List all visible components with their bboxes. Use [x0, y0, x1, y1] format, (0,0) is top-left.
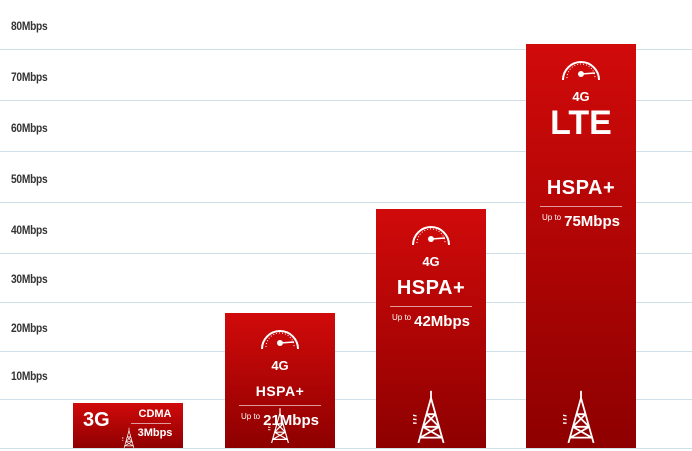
gridline [0, 202, 692, 203]
y-tick-label: 70Mbps [11, 70, 48, 84]
y-tick-label: 10Mbps [11, 369, 48, 383]
up-to-label: Up to [392, 312, 412, 322]
divider [540, 205, 622, 207]
bar-cdma-3: 3G CDMA 3Mbps [73, 403, 183, 448]
gridline [0, 351, 692, 352]
technology-label: HSPA+ [396, 276, 466, 299]
cell-tower-icon [254, 407, 292, 448]
bar-lte-75: 4G LTE HSPA+ Up to 75Mbps [526, 43, 636, 448]
generation-label: 4G [572, 88, 590, 104]
gridline [0, 151, 692, 152]
divider [390, 305, 472, 307]
up-to-label: Up to [542, 212, 562, 222]
generation-label: 4G [422, 253, 440, 269]
y-tick-label: 60Mbps [11, 121, 48, 135]
speed-label: 42Mbps [414, 312, 470, 330]
technology-label: HSPA+ [546, 176, 616, 199]
up-to-label: Up to [241, 412, 261, 422]
gridline [0, 100, 692, 101]
y-tick-label: 50Mbps [11, 172, 48, 186]
gauge-icon [376, 219, 486, 254]
y-tick-label: 30Mbps [11, 272, 48, 286]
speed-label: 3Mbps [137, 427, 173, 439]
y-tick-label: 80Mbps [11, 19, 48, 33]
baseline [0, 448, 692, 449]
divider [131, 423, 171, 424]
headline-label: LTE [550, 103, 612, 142]
y-tick-label: 20Mbps [11, 321, 48, 335]
cell-tower-icon [114, 427, 136, 448]
speed-label: 75Mbps [564, 212, 620, 230]
bar-hspaplus-21: 4G HSPA+ Up to 21Mbps [225, 313, 335, 448]
cell-tower-icon [393, 389, 449, 448]
gauge-icon [526, 54, 636, 89]
cell-tower-icon [543, 389, 599, 448]
gridline [0, 253, 692, 254]
generation-label: 4G [271, 358, 289, 374]
technology-label: CDMA [138, 408, 172, 420]
y-tick-label: 40Mbps [11, 223, 48, 237]
technology-label: HSPA+ [255, 383, 305, 400]
generation-label: 3G [83, 409, 110, 431]
bar-hspaplus-42: 4G HSPA+ Up to 42Mbps [376, 208, 486, 448]
gridline [0, 399, 692, 400]
gridline [0, 302, 692, 303]
divider [239, 405, 321, 407]
gauge-icon [225, 323, 335, 358]
gridline [0, 49, 692, 50]
